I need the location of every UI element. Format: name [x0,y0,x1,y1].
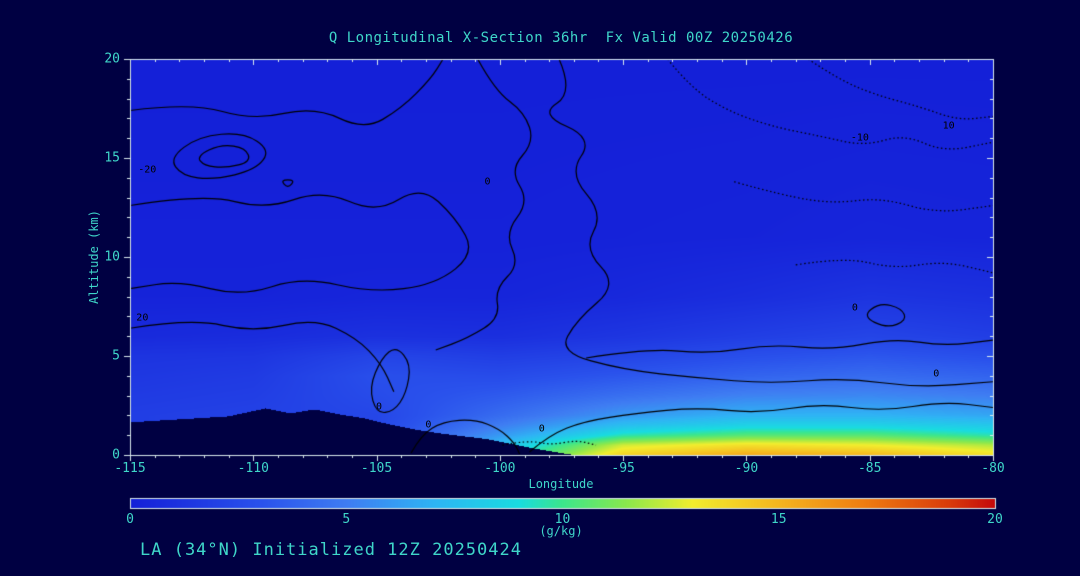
colorbar-tick-label: 5 [342,512,351,527]
contour-label: 0 [484,176,491,188]
y-axis-title: Altitude (km) [87,210,101,304]
x-tick-label: -115 [114,461,146,476]
contour-label: -10 [850,132,869,144]
contour-label: 0 [851,302,858,314]
colorbar-tick-label: 15 [770,512,787,527]
y-tick-label: 5 [112,348,120,364]
colorbar-tick-label: 0 [126,512,134,527]
contour-label: 20 [136,312,149,324]
chart-title: Q Longitudinal X-Section 36hr Fx Valid 0… [328,30,794,46]
contour-label: 10 [942,120,955,132]
colorbar-tick-label: 10 [554,512,571,527]
init-caption: LA (34°N) Initialized 12Z 20250424 [140,540,522,560]
colorbar-tick-label: 20 [987,512,1003,527]
contour-label: 0 [425,419,432,431]
y-tick-label: 10 [104,249,120,265]
y-tick-label: 15 [104,150,120,166]
contour-label: 0 [538,423,545,435]
colorbar-units: (g/kg) [539,524,583,538]
contour-label: 0 [376,401,383,413]
y-tick-label: 20 [104,51,120,67]
y-tick-label: 0 [112,447,120,463]
contour-label: -20 [138,164,157,176]
x-tick-label: -105 [360,461,393,476]
x-tick-label: -80 [981,461,1005,476]
x-tick-label: -85 [857,461,882,476]
x-tick-label: -100 [484,461,516,476]
x-tick-label: -110 [237,461,269,476]
x-axis-title: Longitude [528,477,594,491]
x-tick-label: -90 [734,461,759,476]
x-tick-label: -95 [611,461,635,476]
contour-label: 0 [933,368,940,380]
